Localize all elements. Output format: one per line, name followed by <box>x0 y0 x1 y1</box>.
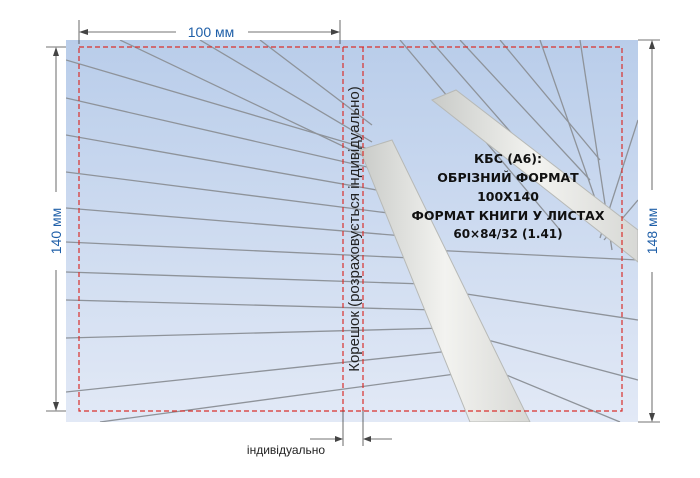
left-height-label: 140 мм <box>48 208 64 255</box>
cover-photo <box>66 40 638 422</box>
top-width-dimension: 100 мм <box>78 20 341 44</box>
spec-line-2: ОБРІЗНИЙ ФОРМАТ <box>437 170 579 185</box>
arrow-head <box>53 47 59 56</box>
bridge-pylon-main <box>359 139 531 422</box>
arrow-head <box>79 29 88 35</box>
arrow-head <box>331 29 340 35</box>
cable <box>119 40 373 161</box>
arrow-head <box>649 413 655 422</box>
cable <box>66 97 381 171</box>
spine-width-label: індивідуально <box>247 443 325 457</box>
right-height-label: 148 мм <box>644 208 660 255</box>
cable <box>439 289 638 321</box>
arrow-head <box>53 402 59 411</box>
spine-label: Корешок (розраховується індивідуально) <box>346 86 363 372</box>
cable <box>259 40 373 126</box>
cable <box>499 40 601 161</box>
right-height-dimension: 148 мм <box>638 39 660 423</box>
format-spec-block: КБС (А6): ОБРІЗНИЙ ФОРМАТ 100Х140 ФОРМАТ… <box>412 151 605 241</box>
spec-line-3: 100Х140 <box>477 189 539 204</box>
left-height-dimension: 140 мм <box>46 46 66 412</box>
cable <box>66 241 413 259</box>
cable <box>459 40 591 181</box>
bridge-pylon-upper <box>431 89 638 263</box>
cable <box>199 40 373 143</box>
cable <box>66 207 405 237</box>
trim-outline <box>78 46 623 412</box>
cable <box>66 134 389 193</box>
cable <box>66 299 437 311</box>
trim-lines <box>78 46 623 412</box>
cable <box>429 249 638 261</box>
cable <box>66 327 447 339</box>
arrow-head <box>363 436 371 442</box>
top-width-label: 100 мм <box>188 24 235 40</box>
cable <box>66 271 425 285</box>
spec-line-5: 60×84/32 (1.41) <box>453 227 562 241</box>
arrow-head <box>649 40 655 49</box>
sky-background <box>66 40 638 422</box>
spec-line-4: ФОРМАТ КНИГИ У ЛИСТАХ <box>412 208 605 223</box>
cable <box>99 371 471 422</box>
cable <box>66 349 461 393</box>
arrow-head <box>335 436 343 442</box>
spine-width-dimension: індивідуально <box>247 411 392 457</box>
cable <box>66 171 397 215</box>
spec-line-1: КБС (А6): <box>474 151 542 166</box>
